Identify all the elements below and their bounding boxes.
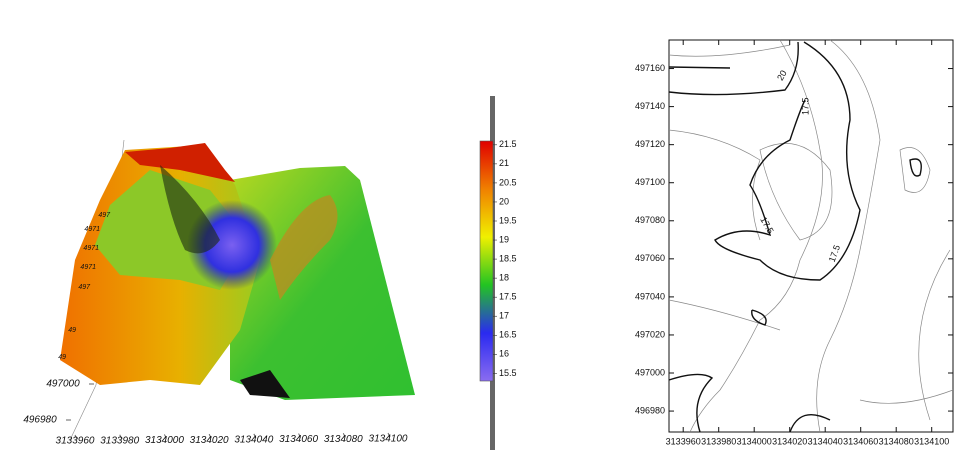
contour-label: 17.5 [800, 97, 810, 115]
colorbar-tick-label: 18 [499, 273, 509, 283]
colorbar-tick-label: 20.5 [499, 177, 517, 187]
x-tick [208, 433, 212, 439]
x-tick [298, 433, 302, 438]
y-tick-label: 497020 [635, 329, 665, 339]
surface-shadow [240, 370, 290, 398]
x-tick-label: 3133960 [666, 436, 701, 446]
x-tick-label: 3134100 [914, 436, 949, 446]
x-tick-label: 3134080 [324, 434, 363, 445]
x-tick [163, 434, 167, 439]
colorbar-tick-label: 19.5 [499, 215, 517, 225]
x-tick [342, 433, 346, 438]
y-tick-label-partial: 49 [68, 327, 76, 334]
colorbar-tick-label: 21 [499, 158, 509, 168]
colorbar-tick-label: 18.5 [499, 253, 517, 263]
y-tick-label-partial: 4971 [83, 245, 99, 252]
y-tick-label-partial: 4971 [80, 264, 96, 271]
surface-plot: 15.5 16 16.5 17 17.5 18 18.5 19 19.5 20 20.5 21 21.5… [23, 96, 517, 450]
x-tick-label: 3134000 [145, 435, 184, 446]
y-tick-label: 496980 [23, 415, 57, 426]
contour-plot: 20 17.5 17.5 17.5 4969804970004970204970… [635, 39, 954, 446]
y-tick-label: 497120 [635, 139, 665, 149]
surface-patch [270, 195, 338, 300]
y-tick-label-partial: 497 [98, 212, 111, 219]
x-tick-label: 3134000 [737, 436, 772, 446]
x-tick [387, 432, 391, 438]
y-tick-label: 496980 [635, 405, 665, 415]
y-tick-label: 497140 [635, 101, 665, 111]
y-tick-label: 497000 [46, 379, 80, 390]
x-tick-label: 3134080 [879, 436, 914, 446]
surface-shadow [160, 165, 220, 254]
y-tick-label-partial: 49 [58, 354, 66, 361]
x-tick [253, 433, 257, 439]
colorbar-tick-label: 15.5 [499, 368, 517, 378]
x-tick [119, 434, 123, 439]
x-tick-label: 3134040 [234, 434, 273, 445]
y-tick-label-partial: 4971 [84, 226, 100, 233]
surface-patch [125, 143, 235, 182]
x-tick-label: 3134060 [843, 436, 878, 446]
y-tick-label: 497080 [635, 215, 665, 225]
y-tick-label: 497100 [635, 177, 665, 187]
colorbar-tick-label: 19 [499, 234, 509, 244]
x-tick-label: 3133980 [100, 435, 139, 446]
y-tick-label: 497160 [635, 63, 665, 73]
axis-line [69, 384, 97, 441]
x-tick-label: 3134020 [190, 435, 229, 446]
x-tick-label: 3134020 [772, 436, 807, 446]
contour-line [668, 39, 954, 433]
colorbar-tick-label: 17.5 [499, 292, 517, 302]
y-tick-label: 497060 [635, 253, 665, 263]
colorbar-tick-label: 17 [499, 311, 509, 321]
surface-patch [230, 166, 415, 400]
x-tick-label: 3134040 [808, 436, 843, 446]
x-tick-label: 3133960 [56, 436, 95, 447]
y-tick-label: 497000 [635, 367, 665, 377]
colorbar-tick-label: 20 [499, 196, 509, 206]
colorbar-tick-label: 21.5 [499, 139, 517, 149]
x-tick-label: 3134100 [369, 434, 408, 445]
contour-line [668, 41, 922, 433]
y-tick-label-partial: 497 [78, 284, 91, 291]
colorbar-tick-label: 16 [499, 349, 509, 359]
x-tick-label: 3133980 [701, 436, 736, 446]
colorbar [479, 140, 494, 382]
x-tick-label: 3134060 [279, 434, 318, 445]
contour-label: 20 [775, 69, 789, 83]
colorbar-tick-label: 16.5 [499, 330, 517, 340]
x-tick [74, 434, 78, 440]
y-tick-label: 497040 [635, 291, 665, 301]
